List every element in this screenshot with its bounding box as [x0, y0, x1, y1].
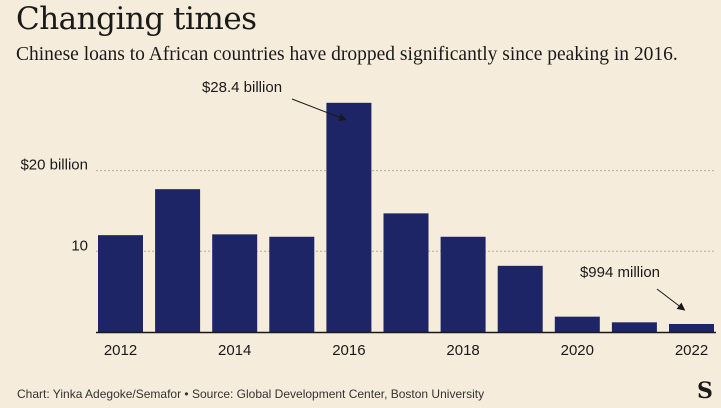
bars	[98, 102, 714, 332]
chart-credit: Chart: Yinka Adegoke/Semafor • Source: G…	[17, 387, 485, 401]
bar-2019	[497, 265, 543, 332]
bar-2016	[326, 102, 372, 332]
x-tick-label: 2018	[446, 342, 479, 359]
annotation-arrow	[656, 288, 686, 311]
bar-2014	[212, 234, 258, 332]
bar-2015	[269, 236, 315, 332]
semafor-logo: S	[697, 378, 713, 404]
annotation-label: $28.4 billion	[202, 79, 282, 96]
chart-title: Changing times	[16, 1, 257, 37]
chart-subtitle: Chinese loans to African countries have …	[16, 44, 678, 65]
x-tick-label: 2012	[104, 342, 137, 359]
bar-2017	[383, 213, 429, 332]
y-tick-label: 10	[71, 237, 88, 254]
x-tick-label: 2016	[332, 342, 365, 359]
bar-2022	[669, 323, 714, 332]
x-tick-label: 2022	[675, 342, 708, 359]
bar-2020	[554, 316, 600, 332]
bar-2013	[155, 189, 201, 332]
y-tick-label: $20 billion	[20, 157, 88, 174]
annotation-arrow	[291, 98, 347, 122]
x-axis-labels: 2012 2014 2016 2018 2020 2022	[104, 342, 708, 359]
bar-2012	[98, 235, 143, 332]
annotation-label: $994 million	[580, 264, 660, 281]
x-tick-label: 2020	[561, 342, 594, 359]
x-tick-label: 2014	[218, 342, 251, 359]
y-axis-labels: 10 $20 billion	[20, 157, 88, 255]
annotations: $28.4 billion $994 million	[202, 79, 686, 311]
bar-2018	[440, 236, 486, 332]
bar-2021	[611, 322, 657, 332]
